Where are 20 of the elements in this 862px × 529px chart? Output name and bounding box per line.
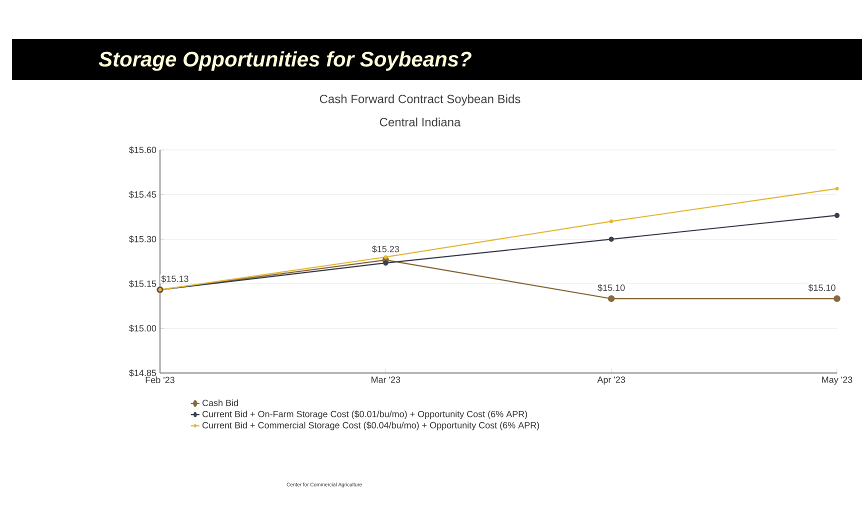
data-label: $15.10 (598, 284, 625, 292)
y-tick-label: $15.00 (129, 324, 156, 332)
text: Storage Opportunities for Soybeans? (98, 51, 472, 71)
x-tick-label: May '23 (822, 376, 852, 385)
chart-title: Cash Forward Contract Soybean Bids (320, 94, 520, 106)
x-tick-label: Mar '23 (372, 376, 400, 383)
data-label: $15.10 (808, 284, 836, 292)
x-tick-label: Feb '23 (146, 376, 174, 384)
x-tick-label: Apr '23 (597, 376, 626, 385)
legend-label: Current Bid + Commercial Storage Cost ($0.04/bu/mo) + Opportunity Cost (6% APR) (202, 422, 540, 430)
legend-label: Cash Bid (202, 399, 238, 406)
legend-label: Current Bid + On-Farm Storage Cost ($0.01/bu/mo) + Opportunity Cost (6% APR) (202, 410, 528, 420)
data-label: $15.23 (372, 246, 400, 253)
y-tick-label: $15.15 (129, 280, 156, 288)
y-tick-label: $15.30 (129, 236, 156, 243)
y-tick-label: $14.85 (129, 369, 156, 377)
y-tick-label: $15.45 (129, 190, 156, 198)
data-label: $15.13 (161, 275, 188, 283)
y-tick-label: $15.60 (129, 146, 156, 154)
chart-subtitle: Central Indiana (380, 118, 461, 126)
